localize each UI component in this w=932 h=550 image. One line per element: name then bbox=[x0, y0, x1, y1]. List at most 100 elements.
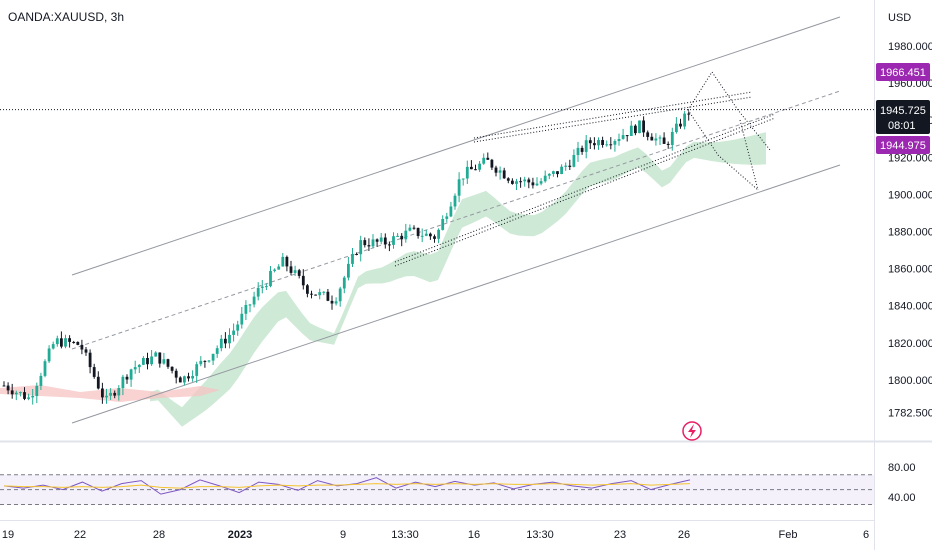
candle bbox=[572, 149, 576, 168]
candle bbox=[64, 334, 67, 349]
channel-upper-line[interactable] bbox=[71, 16, 841, 276]
candle bbox=[605, 140, 609, 147]
candle bbox=[318, 288, 322, 300]
candle bbox=[19, 391, 22, 397]
price-tick-label: 1782.500 bbox=[888, 407, 932, 419]
time-tick-label: 13:30 bbox=[391, 529, 419, 541]
candle bbox=[113, 390, 117, 399]
candle bbox=[560, 164, 563, 175]
candle bbox=[269, 266, 272, 288]
projection-arrows[interactable] bbox=[687, 71, 771, 191]
candle bbox=[80, 339, 84, 355]
candle bbox=[383, 233, 387, 249]
candle bbox=[515, 178, 518, 190]
candle bbox=[535, 177, 539, 187]
price-tick-label: 1840.000 bbox=[888, 301, 932, 313]
candle bbox=[367, 238, 371, 251]
candle bbox=[252, 291, 256, 308]
candle bbox=[14, 390, 18, 401]
time-axis[interactable]: 19 22 28 2023 9 13:30 16 13:30 23 26 Feb 6 bbox=[2, 529, 869, 541]
candle bbox=[679, 118, 682, 129]
candle bbox=[523, 176, 527, 187]
price-axis[interactable]: 1980.0001960.0001940.0001920.0001900.000… bbox=[888, 41, 932, 419]
candle bbox=[301, 269, 305, 290]
wedge-lower-line[interactable] bbox=[394, 113, 776, 263]
wedge-upper-line-2[interactable] bbox=[473, 96, 753, 143]
candle bbox=[564, 162, 568, 171]
time-tick-label: 13:30 bbox=[526, 529, 554, 541]
time-tick-label: 6 bbox=[863, 529, 869, 541]
candle bbox=[191, 370, 194, 382]
time-tick-label: 2023 bbox=[228, 529, 252, 541]
candle bbox=[629, 120, 633, 136]
candle bbox=[588, 137, 592, 149]
candle bbox=[23, 387, 26, 401]
drawing-tools[interactable] bbox=[71, 16, 841, 424]
time-tick-label: 23 bbox=[614, 529, 626, 541]
candle bbox=[203, 360, 207, 368]
candle bbox=[355, 252, 358, 256]
cloud-area bbox=[150, 132, 766, 427]
candle bbox=[642, 116, 645, 137]
candle bbox=[658, 135, 662, 145]
time-tick-label: Feb bbox=[779, 529, 798, 541]
candle bbox=[474, 164, 477, 171]
time-tick-label: 22 bbox=[74, 529, 86, 541]
candle bbox=[256, 282, 260, 301]
bar-countdown: 08:01 bbox=[888, 120, 916, 132]
candle bbox=[178, 376, 182, 383]
symbol-title[interactable]: OANDA:XAUUSD, 3h bbox=[8, 10, 124, 24]
candle bbox=[68, 335, 71, 348]
last-price-value: 1945.725 bbox=[880, 105, 926, 117]
candle bbox=[84, 347, 88, 356]
candle bbox=[236, 320, 240, 336]
candle bbox=[43, 359, 47, 378]
candle bbox=[412, 225, 416, 230]
candle bbox=[215, 345, 219, 358]
candle bbox=[195, 361, 199, 383]
candle bbox=[486, 152, 490, 160]
time-tick-label: 16 bbox=[468, 529, 480, 541]
candle bbox=[670, 127, 674, 151]
candle bbox=[228, 328, 231, 349]
price-tick-label: 1980.000 bbox=[888, 41, 932, 53]
wedge-lower-line-2[interactable] bbox=[394, 117, 776, 267]
candle bbox=[429, 232, 432, 240]
channel-median-line[interactable] bbox=[71, 90, 841, 350]
candle bbox=[490, 158, 494, 170]
candle bbox=[379, 233, 383, 245]
candle bbox=[593, 137, 596, 150]
candle bbox=[580, 145, 584, 155]
time-tick-label: 9 bbox=[340, 529, 346, 541]
candle bbox=[125, 374, 129, 384]
candle bbox=[162, 352, 166, 365]
candle bbox=[187, 372, 190, 382]
candle bbox=[539, 178, 543, 186]
candle bbox=[72, 340, 76, 344]
candle bbox=[646, 130, 650, 141]
candle bbox=[408, 224, 412, 232]
candle bbox=[556, 171, 559, 178]
candle bbox=[330, 295, 334, 310]
price-tick-label: 1880.000 bbox=[888, 227, 932, 239]
candle bbox=[133, 360, 137, 374]
candle bbox=[154, 351, 158, 357]
candle bbox=[273, 268, 276, 273]
candle bbox=[543, 170, 547, 183]
channel-lower-line[interactable] bbox=[71, 164, 841, 424]
candlestick-series[interactable] bbox=[2, 111, 691, 405]
wedge-upper-line[interactable] bbox=[473, 91, 753, 139]
price-tick-label: 1900.000 bbox=[888, 189, 932, 201]
candle bbox=[347, 256, 350, 281]
currency-label: USD bbox=[888, 12, 911, 24]
candle bbox=[170, 366, 174, 374]
candle bbox=[55, 335, 59, 347]
time-tick-label: 26 bbox=[678, 529, 690, 541]
candle bbox=[404, 223, 408, 243]
rsi-indicator[interactable] bbox=[0, 474, 874, 505]
candle bbox=[10, 383, 14, 399]
candle bbox=[478, 161, 481, 172]
candle bbox=[27, 393, 30, 401]
lightning-icon[interactable] bbox=[682, 421, 702, 441]
